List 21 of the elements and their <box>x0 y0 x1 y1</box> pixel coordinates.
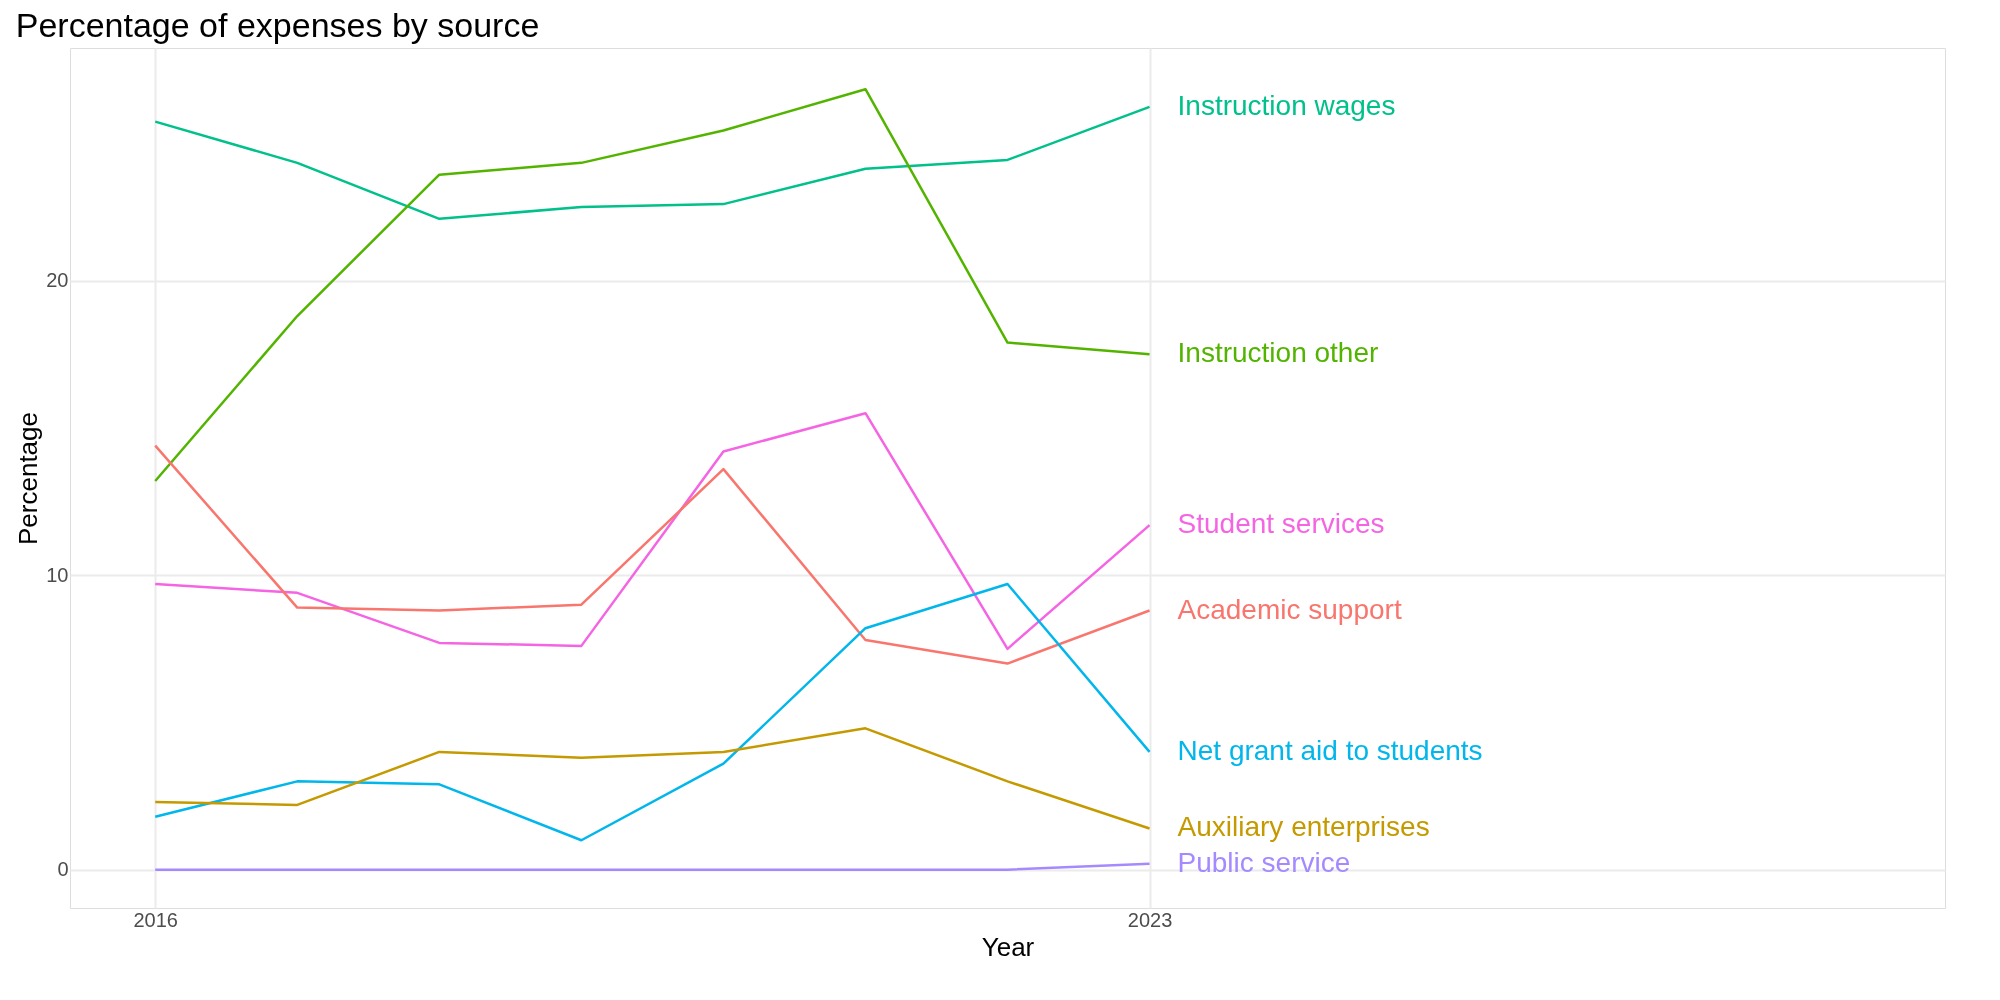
x-tick-label: 2023 <box>1127 908 1173 931</box>
series-label: Auxiliary enterprises <box>1177 811 1430 843</box>
line-series <box>153 727 1151 830</box>
y-axis-title: Percentage <box>13 412 44 545</box>
y-tick-label: 0 <box>57 858 69 881</box>
line-series <box>153 444 1151 665</box>
series-label: Public service <box>1177 846 1351 878</box>
series-label: Student services <box>1177 508 1385 540</box>
series-label: Instruction wages <box>1177 89 1396 121</box>
series-label: Academic support <box>1177 593 1402 625</box>
line-series <box>153 582 1151 842</box>
series-label: Instruction other <box>1177 337 1379 369</box>
y-tick-label: 10 <box>46 563 69 586</box>
x-tick-label: 2016 <box>133 908 178 931</box>
line-series <box>153 105 1151 221</box>
x-axis-title: Year <box>981 931 1035 962</box>
line-series <box>153 411 1151 651</box>
line-series <box>153 87 1151 483</box>
y-tick-label: 20 <box>46 269 69 292</box>
series-label: Net grant aid to students <box>1177 734 1483 766</box>
chart-title: Percentage of expenses by source <box>15 6 540 44</box>
